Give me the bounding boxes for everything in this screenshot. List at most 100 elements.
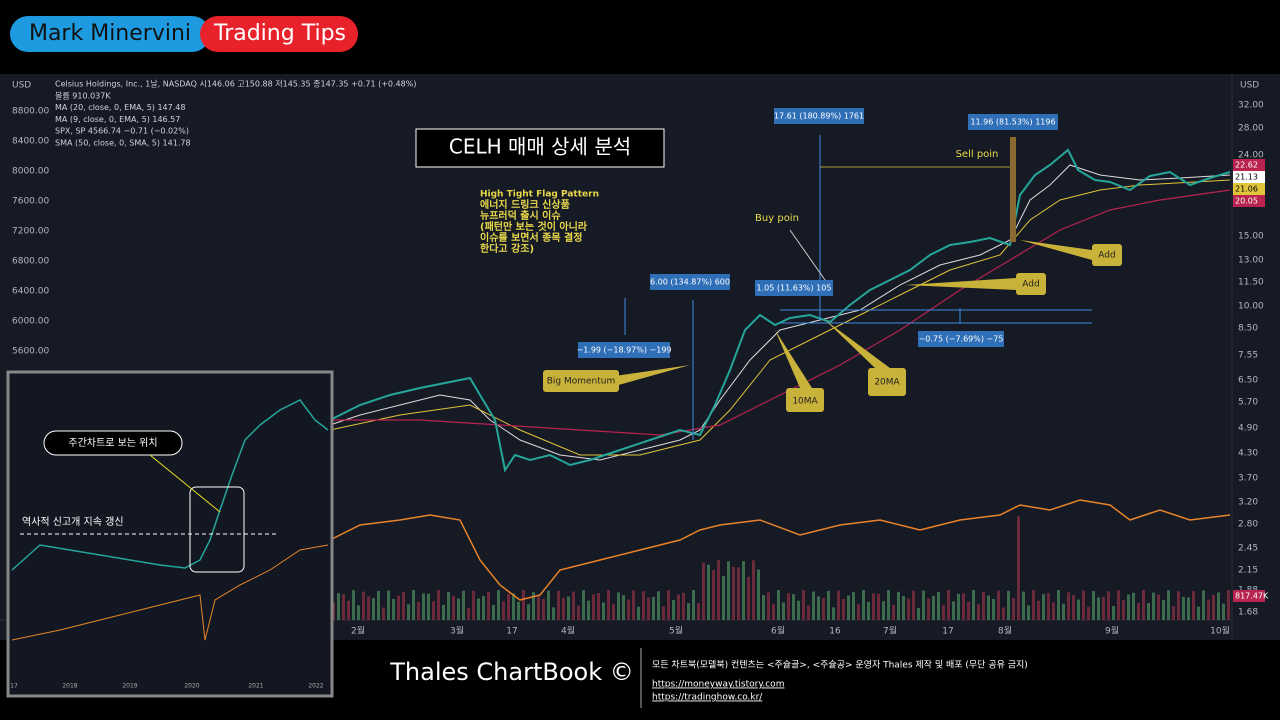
volume-bar [1182,596,1185,620]
volume-bar [1162,600,1165,620]
volume-bar [757,569,760,620]
volume-bar [1012,597,1015,620]
volume-bar [1112,606,1115,620]
title-box [415,128,665,168]
volume-bar [872,593,875,620]
volume-bar [437,590,440,620]
annotation: 20MA [874,378,900,388]
volume-bar [462,590,465,620]
volume-bar [962,593,965,620]
volume-bar [1037,600,1040,620]
volume-bar [1052,602,1055,620]
volume-bar [702,562,705,620]
year-label: 2022 [308,683,323,690]
volume-bar [532,592,535,620]
year-label: 2018 [62,683,77,690]
volume-bar [762,595,765,620]
volume-bar [502,601,505,620]
volume-bar [832,607,835,620]
note-line: 에너지 드링크 신상품 [480,198,570,211]
currency: USD [12,81,31,91]
right-tick-label: 3.20 [1238,498,1258,508]
callout-arrow [149,454,221,513]
volume-bar [512,593,515,620]
volume-bar [862,590,865,620]
left-tick-label: 8000.00 [12,167,49,177]
volume-bar [892,604,895,620]
right-tick-label: 7.55 [1238,351,1258,361]
price-badge [1233,590,1265,602]
volume-bar [507,593,510,620]
volume-bar [842,599,845,620]
volume-bar [882,601,885,620]
volume-bar [562,597,565,620]
price-badge-label: 20.05 [1235,197,1258,206]
price-badge-label: 817.47K [1235,592,1269,601]
volume-bar [812,591,815,620]
footer-link[interactable]: https://tradinghow.co.kr/ [652,693,763,703]
volume-bar [557,590,560,620]
price-badge-label: 21.06 [1235,185,1258,194]
volume-bar [482,595,485,620]
volume-bar [1137,602,1140,620]
name-pill [10,16,210,52]
volume-bar [477,598,480,620]
currency: USD [1240,81,1259,91]
volume-bar [1002,607,1005,620]
left-axis: 8800.00 8400.00 8000.00 7600.00 7200.00 6800.… [12,107,49,357]
volume-bar [1017,516,1020,620]
left-tick-label: 5600.00 [12,347,49,357]
volume [332,516,1230,620]
volume-bar [987,595,990,620]
time-tick-label: 16 [829,627,841,637]
volume-bar [552,607,555,620]
time-tick-label: 4월 [561,625,575,637]
footer-link[interactable]: https://moneyway.tistory.com [652,680,784,690]
ma20 [329,179,1231,456]
volume-bar [612,603,615,620]
volume-bar [942,604,945,620]
volume-bar [932,595,935,620]
volume-bar [362,591,365,620]
volume-bar [567,596,570,620]
volume-bar [492,604,495,620]
time-tick-label: 17 [942,627,953,637]
time-tick-label: 2월 [351,625,365,637]
annotation: Big Momentum [547,377,616,387]
volume-bar [637,606,640,620]
volume-bar [547,590,550,620]
volume-bar [352,590,355,620]
volume-bar [1157,594,1160,620]
measure-label: −1.99 (−18.97%) −199 [576,346,671,355]
measure-label: 17.61 (180.89%) 1761 [774,112,864,121]
volume-bar [782,602,785,620]
volume-bar [717,560,720,620]
volume-bar [792,594,795,620]
volume-bar [927,598,930,620]
volume-bar [387,590,390,620]
volume-bar [957,593,960,620]
volume-bar [667,590,670,620]
price-badge-label: 21.13 [1235,173,1258,182]
volume-bar [727,561,730,620]
note-line: 뉴프러덕 출시 이슈 [480,209,561,222]
volume-bar [1152,592,1155,620]
legend-line: 볼륨 910.037K [55,90,111,100]
volume-bar [1117,590,1120,620]
left-tick-label: 6000.00 [12,317,49,327]
volume-bar [1222,603,1225,620]
volume-bar [682,592,685,620]
volume-bar [622,595,625,620]
volume-bar [887,590,890,620]
measure-label: 11.96 (81.53%) 1196 [970,118,1055,127]
volume-bar [687,603,690,620]
inset-price [11,399,329,571]
time-tick-label: 7월 [883,625,897,637]
volume-bar [1172,606,1175,620]
footer-notice: 모든 차트북(모델북) 컨텐츠는 <주슐골>, <주슐공> 운영자 Thales… [652,659,1028,671]
volume-bar [1092,591,1095,620]
measure-label: −0.75 (−7.69%) −75 [919,335,1004,344]
sma50 [330,189,1231,436]
volume-bar [432,601,435,620]
